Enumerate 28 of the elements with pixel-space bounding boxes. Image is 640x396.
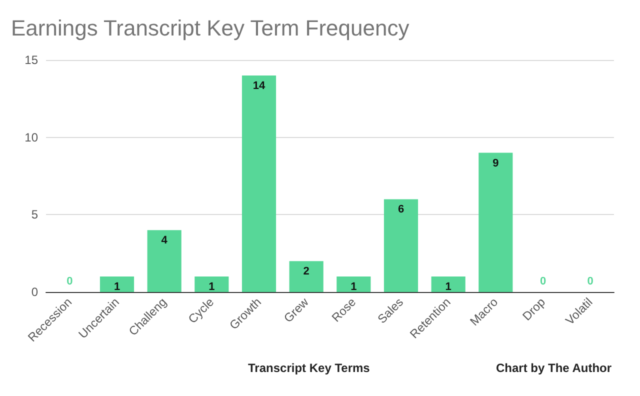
text: Chart by The Author — [496, 361, 612, 375]
chart-title: Earnings Transcript Key Term Frequency — [11, 16, 410, 40]
data-label: 9 — [492, 157, 499, 170]
bar — [100, 276, 134, 292]
data-label: 0 — [587, 276, 594, 288]
data-label: 1 — [208, 281, 215, 294]
bar — [289, 261, 324, 292]
data-label: 0 — [66, 276, 73, 288]
bar — [478, 152, 513, 292]
data-label: 4 — [161, 234, 168, 247]
y-tick-label: 15 — [24, 53, 38, 67]
data-label: 1 — [114, 281, 120, 294]
bar — [336, 276, 371, 292]
data-label: 1 — [445, 281, 452, 294]
y-tick-label: 5 — [31, 208, 38, 222]
x-axis-title: Transcript Key Terms — [248, 361, 370, 375]
bar — [242, 75, 276, 292]
data-label: 14 — [252, 80, 266, 92]
data-label: 0 — [540, 276, 546, 288]
bar — [384, 199, 418, 292]
bar — [147, 230, 182, 292]
data-label: 2 — [303, 266, 310, 278]
bar — [194, 276, 229, 292]
y-tick-label: 10 — [24, 130, 38, 144]
bar — [431, 276, 466, 292]
y-tick-label: 0 — [31, 285, 38, 299]
data-label: 1 — [350, 281, 357, 294]
data-label: 6 — [398, 204, 404, 216]
